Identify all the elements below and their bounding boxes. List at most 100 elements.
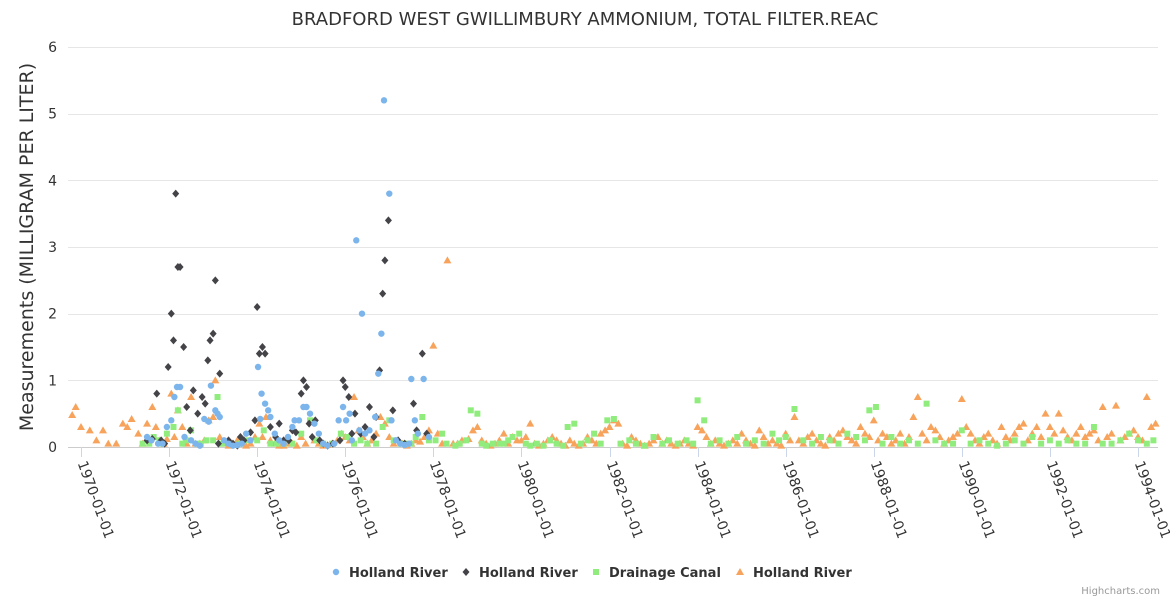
data-point[interactable]: [985, 440, 992, 447]
data-point[interactable]: [623, 441, 632, 449]
data-point[interactable]: [605, 423, 614, 430]
legend-symbol[interactable]: [332, 568, 340, 576]
data-point[interactable]: [351, 440, 358, 447]
data-point[interactable]: [258, 390, 265, 397]
data-point[interactable]: [596, 429, 605, 437]
data-point[interactable]: [112, 439, 121, 447]
data-point[interactable]: [378, 330, 385, 337]
data-point[interactable]: [311, 420, 318, 427]
data-point[interactable]: [386, 190, 393, 197]
data-point[interactable]: [373, 440, 380, 447]
data-point[interactable]: [866, 407, 873, 414]
data-point[interactable]: [1001, 433, 1010, 440]
data-point[interactable]: [750, 441, 759, 449]
data-point[interactable]: [853, 434, 860, 440]
data-point[interactable]: [255, 419, 264, 427]
data-point[interactable]: [153, 389, 161, 398]
data-point[interactable]: [168, 417, 175, 424]
data-point[interactable]: [366, 427, 373, 434]
data-point[interactable]: [984, 429, 993, 437]
legend-item-0[interactable]: Holland River: [332, 566, 449, 581]
data-point[interactable]: [610, 416, 617, 422]
data-point[interactable]: [879, 440, 886, 447]
data-point[interactable]: [967, 440, 974, 447]
data-point[interactable]: [860, 429, 869, 437]
data-point[interactable]: [887, 439, 896, 447]
data-point[interactable]: [336, 436, 344, 445]
data-point[interactable]: [922, 436, 931, 444]
data-point[interactable]: [384, 216, 392, 225]
data-point[interactable]: [196, 442, 204, 449]
data-point[interactable]: [379, 424, 386, 430]
data-point[interactable]: [527, 442, 534, 449]
data-point[interactable]: [878, 429, 887, 437]
data-point[interactable]: [176, 263, 184, 271]
data-point[interactable]: [966, 429, 975, 437]
data-point[interactable]: [1002, 440, 1009, 447]
data-point[interactable]: [303, 403, 310, 411]
data-point[interactable]: [443, 256, 452, 264]
data-point[interactable]: [148, 437, 155, 444]
data-point[interactable]: [690, 440, 697, 447]
data-point[interactable]: [834, 429, 843, 437]
data-point[interactable]: [127, 415, 136, 422]
data-point[interactable]: [716, 437, 723, 444]
data-point[interactable]: [1143, 440, 1150, 447]
data-point[interactable]: [148, 403, 157, 410]
data-point[interactable]: [292, 428, 300, 437]
data-point[interactable]: [1111, 401, 1120, 409]
data-point[interactable]: [565, 436, 574, 444]
data-point[interactable]: [468, 426, 477, 434]
credits-label[interactable]: Highcharts.com: [1081, 586, 1160, 597]
data-point[interactable]: [146, 440, 153, 447]
data-point[interactable]: [791, 406, 798, 412]
data-point[interactable]: [331, 440, 338, 447]
data-point[interactable]: [344, 434, 351, 440]
data-point[interactable]: [411, 417, 419, 424]
data-point[interactable]: [786, 436, 795, 444]
legend-symbol[interactable]: [736, 568, 744, 575]
data-point[interactable]: [1020, 440, 1027, 447]
data-point[interactable]: [509, 434, 516, 440]
data-point[interactable]: [388, 417, 395, 424]
data-point[interactable]: [861, 437, 868, 444]
legend-symbol[interactable]: [462, 568, 470, 576]
data-point[interactable]: [258, 433, 267, 440]
data-point[interactable]: [201, 399, 209, 408]
data-point[interactable]: [1099, 440, 1106, 447]
data-point[interactable]: [1081, 433, 1090, 440]
data-point[interactable]: [835, 440, 842, 447]
data-point[interactable]: [206, 336, 214, 345]
data-point[interactable]: [701, 417, 708, 424]
data-point[interactable]: [261, 349, 269, 358]
data-point[interactable]: [553, 440, 560, 447]
data-point[interactable]: [1147, 423, 1156, 430]
data-point[interactable]: [189, 386, 197, 395]
data-point[interactable]: [143, 419, 152, 427]
data-point[interactable]: [214, 394, 221, 400]
data-point[interactable]: [181, 433, 188, 441]
data-point[interactable]: [251, 416, 259, 425]
data-point[interactable]: [1015, 423, 1024, 430]
data-point[interactable]: [782, 434, 789, 440]
data-point[interactable]: [852, 439, 861, 447]
data-point[interactable]: [1045, 423, 1054, 430]
data-point[interactable]: [275, 419, 283, 428]
data-point[interactable]: [172, 189, 180, 198]
data-point[interactable]: [267, 440, 274, 447]
data-point[interactable]: [414, 430, 422, 437]
data-point[interactable]: [266, 423, 274, 431]
legend-item-1[interactable]: Holland River: [462, 566, 579, 581]
data-point[interactable]: [412, 434, 419, 440]
data-point[interactable]: [743, 440, 750, 447]
data-point[interactable]: [350, 393, 359, 400]
data-point[interactable]: [707, 440, 714, 447]
data-point[interactable]: [733, 439, 742, 447]
data-point[interactable]: [522, 440, 529, 447]
data-point[interactable]: [1072, 429, 1081, 437]
data-point[interactable]: [601, 426, 610, 434]
data-point[interactable]: [429, 341, 438, 349]
legend-item-3[interactable]: Holland River: [736, 566, 852, 581]
data-point[interactable]: [280, 440, 287, 447]
data-point[interactable]: [348, 437, 356, 444]
